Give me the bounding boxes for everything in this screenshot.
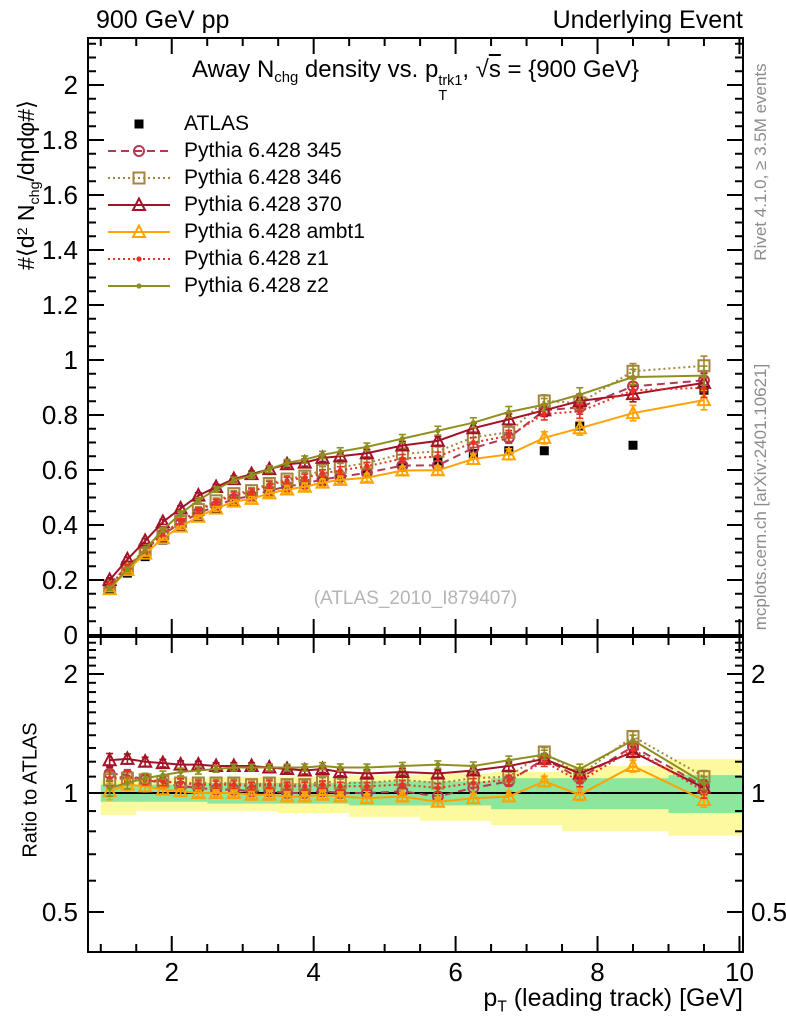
square-filled-icon (134, 119, 144, 128)
ratio-series-pythia-6-428-z1 (106, 743, 708, 799)
circle-open-icon (108, 144, 170, 157)
legend-label: Pythia 6.428 z1 (184, 246, 329, 270)
legend-item-pythia-6-428-346: Pythia 6.428 346 (106, 164, 365, 191)
axis-ticks (88, 38, 743, 952)
ratio-series-pythia-6-428-z2 (106, 734, 708, 798)
svg-text:1.8: 1.8 (42, 125, 78, 155)
dot-filled-icon (108, 282, 170, 289)
legend: ATLAS Pythia 6.428 345 Pythia 6.428 346 Pyt… (106, 110, 365, 299)
svg-text:6: 6 (448, 957, 462, 987)
legend-label: Pythia 6.428 370 (184, 192, 342, 216)
series-pythia-6-428-ambt1 (101, 389, 712, 596)
svg-text:1: 1 (64, 778, 78, 808)
legend-label: Pythia 6.428 z2 (184, 273, 329, 297)
plot-title: Away Nchg density vs. p trk1 T, √s = {900 … (192, 56, 639, 105)
header-beam-label: 900 GeV pp (96, 6, 230, 34)
mcplots-credit-note: mcplots.cern.ch [arXiv:2401.10621] (751, 363, 770, 631)
legend-item-pythia-6-428-345: Pythia 6.428 345 (106, 137, 365, 164)
svg-text:8: 8 (590, 957, 604, 987)
svg-text:2: 2 (165, 957, 179, 987)
legend-item-pythia-6-428-ambt1: Pythia 6.428 ambt1 (106, 218, 365, 245)
svg-text:0: 0 (64, 620, 78, 650)
svg-text:0.6: 0.6 (42, 455, 78, 485)
svg-text:10: 10 (725, 957, 754, 987)
svg-text:1.6: 1.6 (42, 180, 78, 210)
legend-item-atlas: ATLAS (106, 110, 365, 137)
legend-item-pythia-6-428-z1: Pythia 6.428 z1 (106, 245, 365, 272)
svg-text:0.5: 0.5 (42, 897, 78, 927)
svg-text:1: 1 (751, 778, 765, 808)
ratio-axis-label: Ratio to ATLAS (19, 722, 42, 858)
svg-text:0.5: 0.5 (751, 897, 786, 927)
series-pythia-6-428-z1 (106, 377, 708, 589)
ratio-panel-frame (87, 636, 744, 953)
svg-text:2: 2 (751, 659, 765, 689)
main-panel-frame (87, 37, 744, 636)
svg-text:1.2: 1.2 (42, 290, 78, 320)
analysis-watermark: (ATLAS_2010_I879407) (313, 588, 518, 609)
rivet-version-note: Rivet 4.1.0, ≥ 3.5M events (751, 63, 770, 261)
triangle-open-icon (108, 195, 170, 211)
axis-tick-labels: 2 4 6 8 10 0 0.2 0.4 0.6 0.8 1 1.2 1.4 1.6 1.8 2 0.5 0.5 1… (42, 70, 786, 987)
svg-text:0.4: 0.4 (42, 510, 78, 540)
svg-text:1.4: 1.4 (42, 235, 78, 265)
svg-text:2: 2 (64, 70, 78, 100)
triangle-open-icon (108, 222, 170, 238)
series-pythia-6-428-345 (103, 369, 710, 591)
x-axis-label: pT (leading track) [GeV] (483, 984, 743, 1016)
series-pythia-6-428-370 (101, 372, 712, 586)
series-pythia-6-428-z2 (106, 365, 708, 592)
svg-text:0.2: 0.2 (42, 565, 78, 595)
y-axis-label: #⟨d2 Nchg/dηdφ#⟩ (13, 100, 43, 270)
legend-label: ATLAS (184, 111, 249, 135)
dot-filled-icon (108, 255, 170, 262)
svg-text:1: 1 (64, 345, 78, 375)
legend-label: Pythia 6.428 346 (184, 165, 342, 189)
svg-text:4: 4 (306, 957, 320, 987)
legend-label: Pythia 6.428 345 (184, 138, 342, 162)
svg-text:2: 2 (64, 659, 78, 689)
legend-item-pythia-6-428-370: Pythia 6.428 370 (106, 191, 365, 218)
svg-text:0.8: 0.8 (42, 400, 78, 430)
square-open-icon (108, 171, 170, 184)
header-topic-label: Underlying Event (552, 6, 743, 34)
legend-item-pythia-6-428-z2: Pythia 6.428 z2 (106, 272, 365, 299)
legend-label: Pythia 6.428 ambt1 (184, 219, 365, 243)
